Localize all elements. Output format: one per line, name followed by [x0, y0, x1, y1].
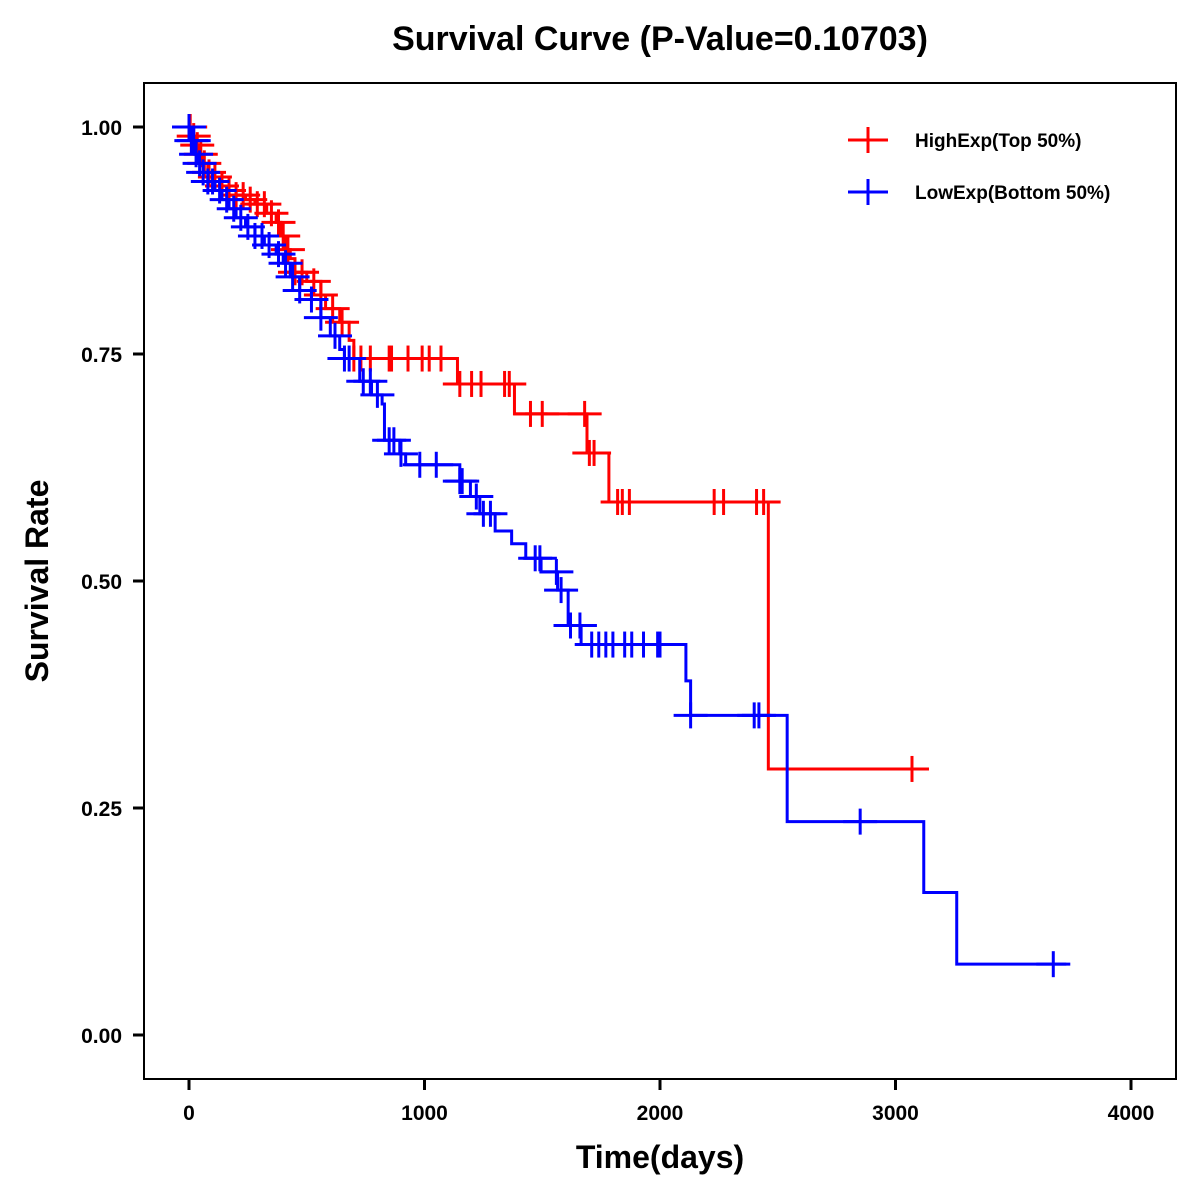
y-tick-label: 0.25 — [81, 798, 122, 821]
censor-mark — [643, 631, 677, 658]
censor-mark — [544, 577, 579, 604]
censor-mark — [360, 381, 395, 408]
censor-mark — [522, 545, 557, 572]
censor-mark — [332, 345, 367, 372]
series-layer — [172, 114, 1071, 978]
survival-step-line — [189, 125, 924, 771]
y-tick-label: 0.50 — [81, 571, 122, 594]
x-axis: 0 1000 2000 3000 4000 — [183, 1079, 1154, 1125]
censor-mark — [525, 400, 560, 427]
censor-mark — [275, 263, 310, 290]
censor-mark — [746, 489, 781, 516]
censor-mark — [539, 558, 574, 585]
x-axis-label: Time(days) — [576, 1139, 744, 1175]
x-tick-label: 2000 — [637, 1102, 684, 1125]
y-tick-label: 0.00 — [81, 1025, 122, 1048]
censor-mark — [172, 114, 206, 140]
legend-item-low: LowExp(Bottom 50%) — [848, 179, 1110, 205]
series-low — [172, 114, 1071, 978]
censor-mark — [376, 427, 411, 454]
legend-item-high: HighExp(Top 50%) — [848, 127, 1081, 153]
censor-mark — [577, 439, 612, 466]
censor-mark — [445, 468, 480, 495]
y-tick-label: 1.00 — [81, 117, 122, 140]
censor-mark — [706, 489, 741, 516]
x-tick-label: 4000 — [1108, 1102, 1155, 1125]
censor-mark — [1036, 951, 1071, 978]
chart-title: Survival Curve (P-Value=0.10703) — [392, 20, 928, 58]
censor-mark — [562, 612, 597, 639]
x-tick-label: 3000 — [872, 1102, 919, 1125]
legend-label-low: LowExp(Bottom 50%) — [915, 183, 1110, 204]
survival-step-line — [189, 125, 1067, 966]
y-axis-label: Survival Rate — [19, 480, 55, 683]
censor-mark — [261, 209, 296, 236]
x-tick-label: 1000 — [401, 1102, 448, 1125]
y-tick-label: 0.75 — [81, 344, 122, 367]
plot-frame — [143, 82, 1177, 1080]
censor-mark — [894, 755, 929, 782]
censor-mark — [268, 250, 303, 277]
censor-mark — [423, 345, 458, 372]
censor-mark — [492, 370, 527, 397]
censor-mark — [612, 489, 647, 516]
censor-mark — [459, 483, 494, 510]
censor-mark — [303, 304, 338, 331]
censor-mark — [294, 286, 329, 313]
censor-mark — [318, 322, 353, 349]
censor-mark — [567, 400, 602, 427]
x-tick-label: 0 — [183, 1102, 195, 1125]
censor-mark — [419, 451, 454, 478]
censor-mark — [673, 702, 708, 729]
censor-mark — [353, 368, 388, 395]
y-axis: 0.00 0.25 0.50 0.75 1.00 — [81, 117, 144, 1048]
legend: HighExp(Top 50%) LowExp(Bottom 50%) — [848, 127, 1110, 205]
censor-mark — [741, 702, 776, 729]
censor-mark — [176, 127, 211, 154]
censor-mark — [383, 440, 418, 467]
legend-label-high: HighExp(Top 50%) — [915, 131, 1081, 152]
series-high — [173, 114, 929, 782]
censor-mark — [473, 500, 508, 527]
censor-mark — [843, 808, 878, 835]
